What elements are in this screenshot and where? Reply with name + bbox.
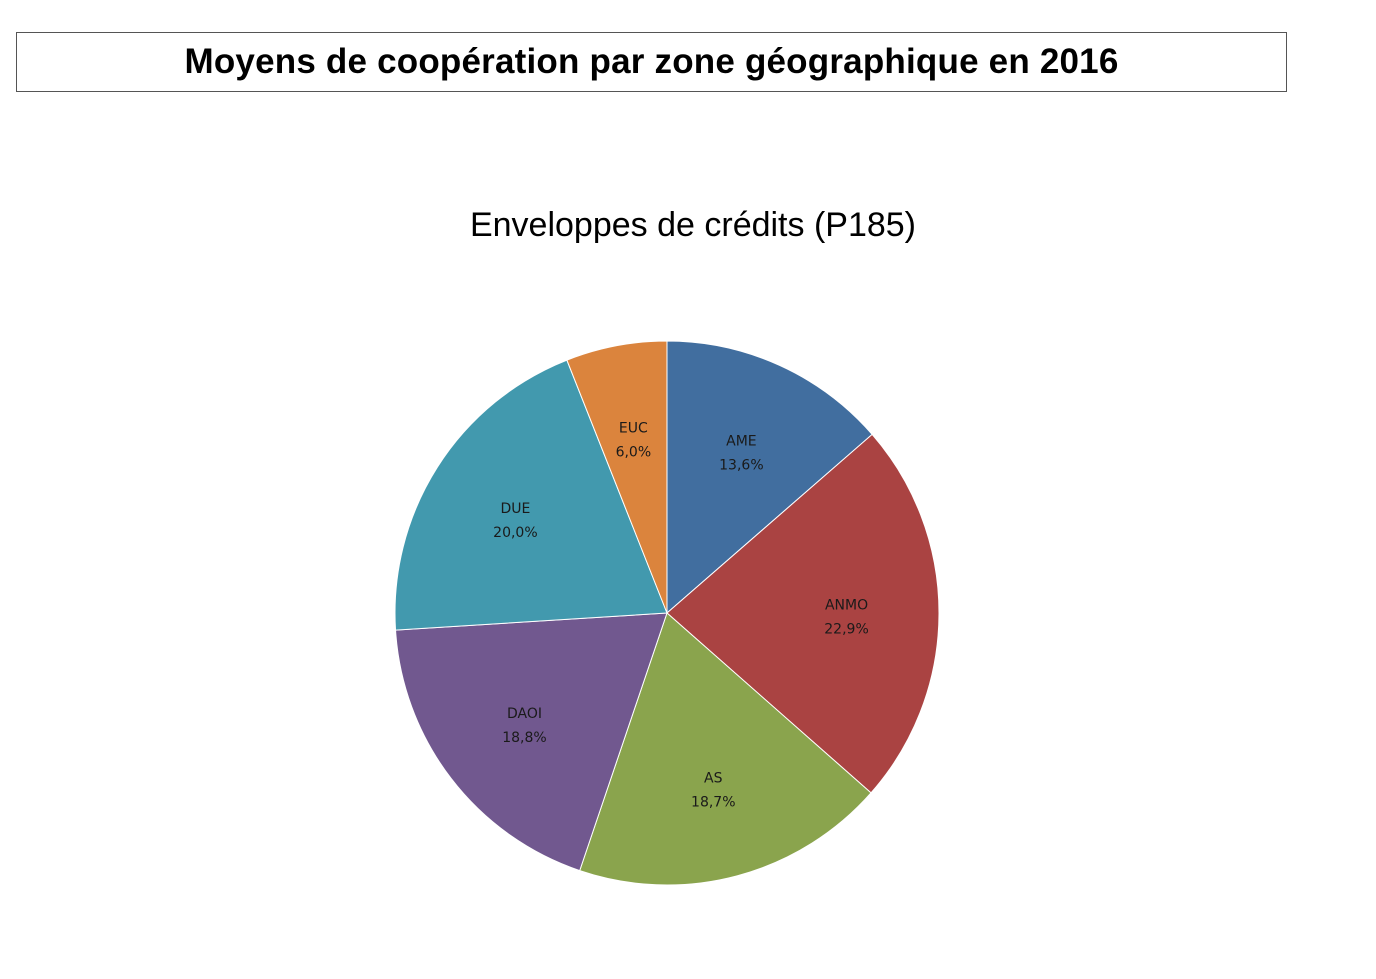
slice-value-as: 18,7% [691, 794, 735, 810]
pie-slice-due [394, 359, 668, 631]
slice-value-daoi: 18,8% [502, 730, 546, 746]
pie-slice-euc [566, 340, 668, 614]
pie-slice-anmo [666, 433, 940, 794]
page-title: Moyens de coopération par zone géographi… [184, 42, 1119, 81]
slice-value-ame: 13,6% [719, 458, 763, 474]
header-title-box: Moyens de coopération par zone géographi… [16, 32, 1287, 92]
slice-label-as: AS [704, 770, 723, 786]
slice-label-ame: AME [726, 434, 757, 450]
pie-slice-ame [666, 340, 873, 615]
chart-title: Enveloppes de crédits (P185) [469, 206, 917, 244]
pie-slice-as [579, 612, 872, 886]
slice-label-due: DUE [500, 501, 530, 517]
slice-value-due: 20,0% [493, 525, 537, 541]
slice-value-anmo: 22,9% [824, 622, 868, 638]
slice-label-anmo: ANMO [825, 598, 868, 614]
slice-label-daoi: DAOI [507, 706, 542, 722]
slice-value-euc: 6,0% [616, 445, 652, 461]
slice-label-euc: EUC [619, 421, 648, 437]
pie-slice-daoi [395, 612, 668, 872]
